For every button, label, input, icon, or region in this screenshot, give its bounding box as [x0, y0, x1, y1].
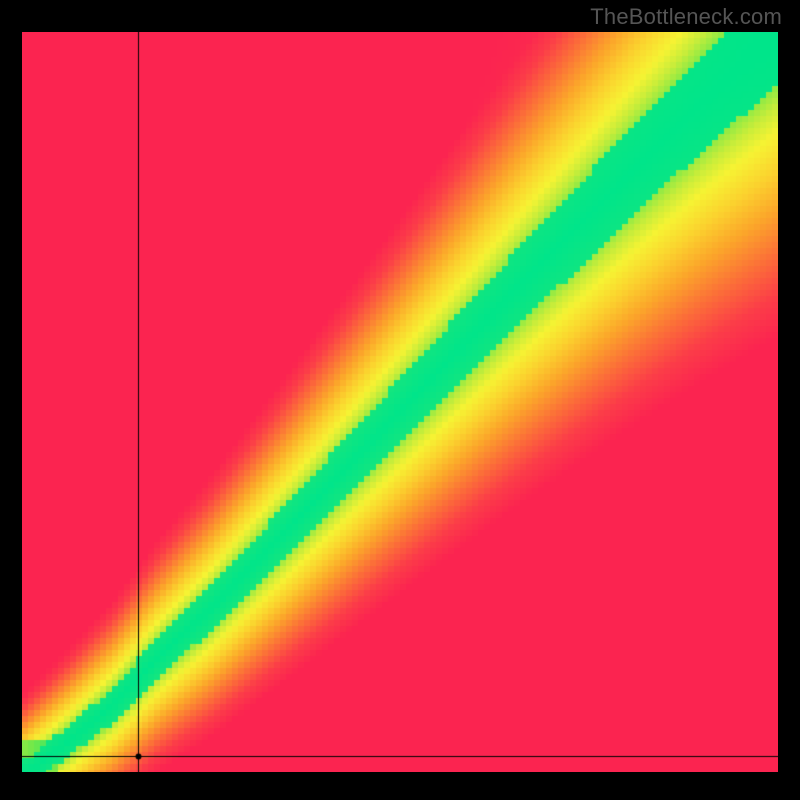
- watermark-text: TheBottleneck.com: [590, 4, 782, 30]
- heatmap-canvas: [22, 32, 778, 772]
- heatmap-plot: [22, 32, 778, 772]
